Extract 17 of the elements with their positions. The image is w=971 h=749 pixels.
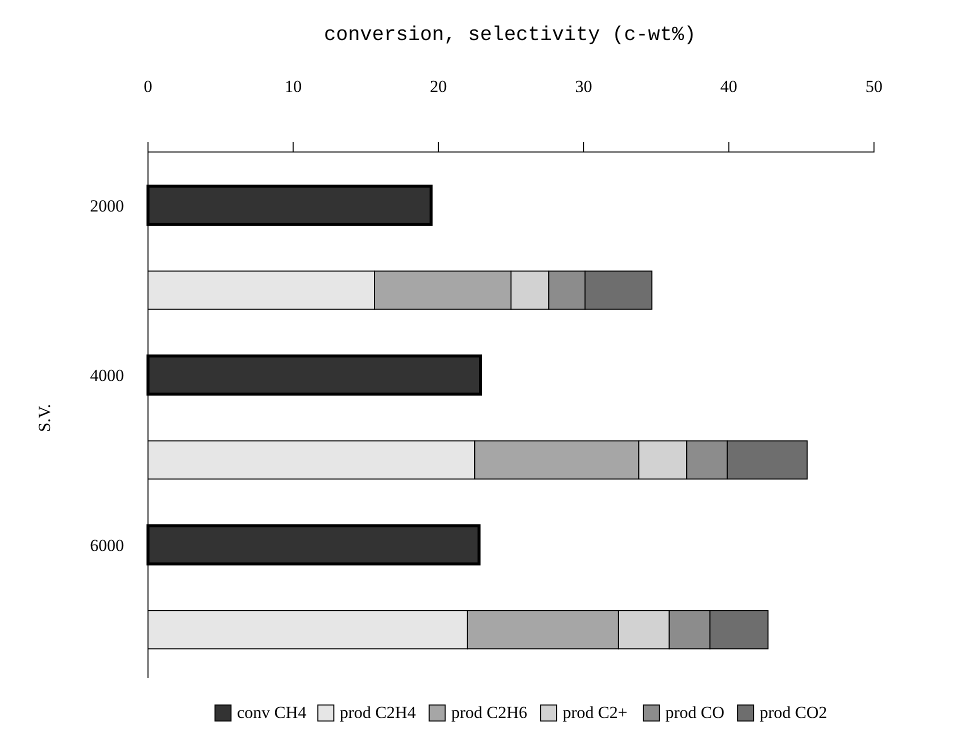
x-tick-label: 50 — [866, 77, 882, 96]
y-axis-title: S.V. — [35, 404, 54, 432]
x-tick-label: 40 — [720, 77, 738, 96]
legend-label: prod C2H6 — [451, 703, 528, 722]
x-tick-label: 0 — [144, 77, 152, 96]
x-tick-label: 30 — [575, 77, 592, 96]
legend-label: prod C2H4 — [340, 703, 416, 722]
x-axis-title: conversion, selectivity (c-wt%) — [324, 24, 696, 47]
legend-label: conv CH4 — [237, 703, 307, 722]
x-tick-label: 20 — [430, 77, 447, 96]
legend-label: prod CO — [665, 703, 724, 722]
y-tick-label: 2000 — [90, 196, 124, 216]
x-tick-label: 10 — [284, 77, 302, 96]
legend-label: prod C2+ — [562, 703, 628, 722]
y-tick-label: 4000 — [90, 366, 124, 386]
y-tick-label: 6000 — [90, 536, 124, 555]
legend-label: prod CO2 — [760, 703, 828, 722]
